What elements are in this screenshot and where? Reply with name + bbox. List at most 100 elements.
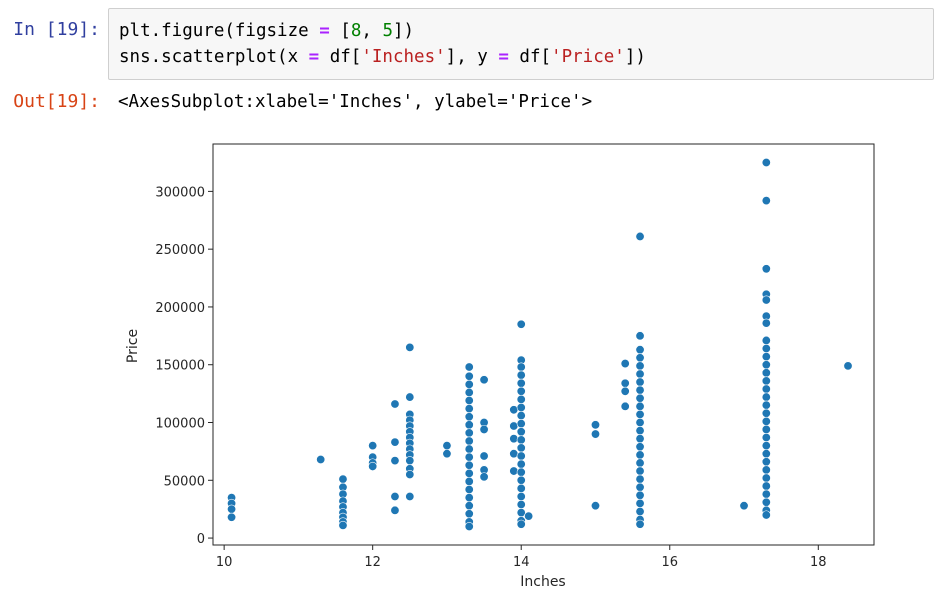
data-point — [620, 386, 630, 396]
data-point — [464, 452, 474, 462]
data-point — [338, 474, 348, 484]
data-point — [761, 510, 771, 520]
code-token: plt.figure(figsize — [119, 21, 320, 41]
data-point — [442, 449, 452, 459]
data-point — [635, 506, 645, 516]
data-point — [761, 335, 771, 345]
y-tick-label: 0 — [197, 532, 205, 547]
code-token: , — [361, 21, 383, 41]
data-point — [464, 476, 474, 486]
data-point — [338, 520, 348, 530]
code-token: df[ — [319, 47, 362, 67]
data-point — [843, 361, 853, 371]
data-point — [635, 426, 645, 436]
data-point — [761, 416, 771, 426]
data-point — [464, 396, 474, 406]
data-point — [516, 491, 526, 501]
y-tick-label: 300000 — [155, 185, 205, 200]
data-point — [761, 392, 771, 402]
data-point — [516, 411, 526, 421]
data-point — [761, 449, 771, 459]
data-point — [761, 465, 771, 475]
data-point — [761, 441, 771, 451]
data-point — [390, 491, 400, 501]
data-point — [516, 362, 526, 372]
data-point — [590, 429, 600, 439]
data-point — [479, 451, 489, 461]
code-number: 5 — [382, 21, 393, 41]
x-tick-label: 16 — [661, 555, 678, 570]
data-point — [761, 295, 771, 305]
x-tick-label: 14 — [513, 555, 530, 570]
plot-frame — [212, 143, 875, 546]
data-point — [761, 384, 771, 394]
data-point — [635, 353, 645, 363]
y-tick-label: 100000 — [155, 417, 205, 432]
code-operator: = — [498, 47, 509, 67]
data-point — [509, 421, 519, 431]
data-point — [761, 344, 771, 354]
data-point — [761, 360, 771, 370]
data-point — [509, 434, 519, 444]
data-point — [761, 481, 771, 491]
code-token: ]) — [392, 21, 415, 41]
data-point — [635, 377, 645, 387]
data-point — [509, 466, 519, 476]
data-point — [590, 420, 600, 430]
data-point — [739, 501, 749, 511]
data-point — [635, 442, 645, 452]
code-token: ], y — [445, 47, 499, 67]
code-line-1: plt.figure(figsize = [8, 5]) — [119, 19, 414, 43]
y-axis: 0 50000 100000 150000 200000 250000 300000 — [155, 185, 213, 547]
y-tick-label: 250000 — [155, 243, 205, 258]
data-points — [227, 157, 853, 532]
data-point — [635, 385, 645, 395]
data-point — [635, 450, 645, 460]
data-point — [516, 370, 526, 380]
data-point — [635, 519, 645, 529]
y-axis-label: Price — [125, 329, 141, 363]
data-point — [509, 405, 519, 415]
data-point — [761, 473, 771, 483]
x-axis-label: Inches — [520, 574, 565, 590]
y-tick-label: 150000 — [155, 359, 205, 374]
data-point — [516, 427, 526, 437]
data-point — [761, 489, 771, 499]
data-point — [390, 437, 400, 447]
data-point — [479, 472, 489, 482]
data-point — [761, 264, 771, 274]
x-tick-label: 12 — [364, 555, 381, 570]
data-point — [464, 420, 474, 430]
data-point — [516, 394, 526, 404]
data-point — [620, 359, 630, 369]
data-point — [390, 399, 400, 409]
data-point — [516, 386, 526, 396]
data-point — [464, 404, 474, 414]
data-point — [761, 433, 771, 443]
data-point — [635, 474, 645, 484]
data-point — [516, 475, 526, 485]
data-point — [516, 319, 526, 329]
data-point — [516, 443, 526, 453]
data-point — [761, 376, 771, 386]
data-point — [464, 371, 474, 381]
code-cell[interactable]: plt.figure(figsize = [8, 5]) sns.scatter… — [108, 8, 934, 80]
data-point — [761, 400, 771, 410]
data-point — [390, 505, 400, 515]
code-string: 'Price' — [551, 47, 625, 67]
data-point — [635, 418, 645, 428]
data-point — [524, 511, 534, 521]
data-point — [464, 485, 474, 495]
data-point — [761, 497, 771, 507]
code-token: [ — [329, 21, 351, 41]
data-point — [405, 456, 415, 466]
data-point — [761, 352, 771, 362]
data-point — [405, 470, 415, 480]
data-point — [516, 402, 526, 412]
data-point — [516, 519, 526, 529]
data-point — [516, 459, 526, 469]
data-point — [620, 401, 630, 411]
x-tick-label: 10 — [216, 555, 233, 570]
x-axis: 10 12 14 16 18 — [216, 545, 827, 570]
data-point — [479, 375, 489, 385]
